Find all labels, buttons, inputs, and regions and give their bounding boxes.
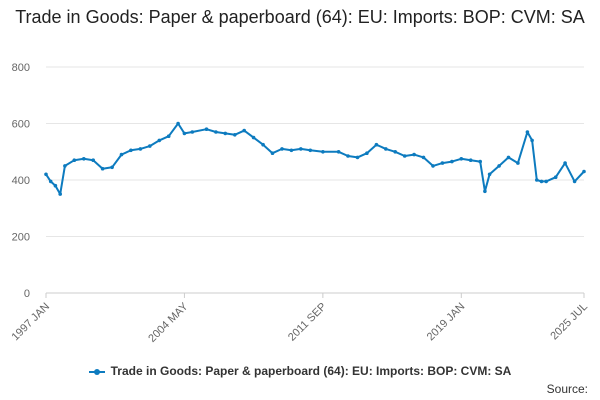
data-point[interactable] bbox=[336, 150, 341, 154]
data-point[interactable] bbox=[346, 154, 350, 158]
data-point[interactable] bbox=[412, 152, 416, 157]
data-point[interactable] bbox=[91, 158, 95, 162]
data-point[interactable] bbox=[539, 179, 544, 184]
data-point[interactable] bbox=[53, 183, 58, 188]
data-point[interactable] bbox=[440, 161, 445, 165]
source-label: Source: bbox=[546, 382, 588, 396]
data-point[interactable] bbox=[365, 151, 369, 155]
legend-label: Trade in Goods: Paper & paperboard (64):… bbox=[110, 364, 512, 378]
data-point[interactable] bbox=[48, 179, 53, 184]
data-point[interactable] bbox=[204, 127, 209, 131]
y-tick-label: 800 bbox=[12, 62, 30, 74]
data-point[interactable] bbox=[421, 155, 426, 160]
x-tick-label: 2025 JUL bbox=[548, 301, 590, 343]
data-point[interactable] bbox=[233, 133, 237, 137]
data-point[interactable] bbox=[148, 144, 152, 148]
data-point[interactable] bbox=[393, 150, 398, 154]
data-point[interactable] bbox=[138, 147, 143, 151]
data-point[interactable] bbox=[497, 164, 501, 168]
data-point[interactable] bbox=[553, 175, 558, 179]
data-point[interactable] bbox=[544, 179, 548, 184]
data-point[interactable] bbox=[525, 130, 530, 134]
series-layer bbox=[44, 121, 586, 196]
data-point[interactable] bbox=[176, 121, 180, 126]
data-point[interactable] bbox=[214, 130, 218, 134]
data-point[interactable] bbox=[299, 147, 303, 151]
data-point[interactable] bbox=[402, 154, 407, 158]
data-point[interactable] bbox=[289, 148, 294, 153]
x-tick-label: 2004 MAY bbox=[146, 300, 191, 345]
data-point[interactable] bbox=[63, 164, 67, 168]
y-axis-ticks: 0 200 400 600 800 bbox=[12, 62, 30, 300]
x-tick-label: 2019 JAN bbox=[425, 301, 468, 344]
series-line bbox=[45, 122, 585, 196]
x-tick-label: 1997 JAN bbox=[9, 301, 52, 344]
data-point[interactable] bbox=[321, 150, 325, 154]
data-point[interactable] bbox=[100, 166, 105, 171]
data-point[interactable] bbox=[563, 161, 567, 165]
y-tick-label: 200 bbox=[12, 232, 30, 244]
data-point[interactable] bbox=[516, 161, 520, 165]
data-point[interactable] bbox=[242, 128, 246, 133]
data-point[interactable] bbox=[468, 158, 473, 162]
data-point[interactable] bbox=[506, 155, 511, 160]
data-point[interactable] bbox=[182, 131, 187, 136]
data-point[interactable] bbox=[431, 164, 435, 168]
data-point[interactable] bbox=[384, 147, 388, 151]
data-point[interactable] bbox=[374, 142, 379, 147]
data-point[interactable] bbox=[450, 159, 454, 164]
data-point[interactable] bbox=[582, 169, 586, 174]
data-point[interactable] bbox=[72, 158, 77, 162]
data-point[interactable] bbox=[280, 147, 284, 151]
data-point[interactable] bbox=[119, 152, 124, 157]
gridlines bbox=[46, 66, 584, 294]
x-tick-label: 2011 SEP bbox=[286, 301, 329, 344]
y-tick-label: 400 bbox=[12, 175, 30, 187]
y-tick-label: 600 bbox=[12, 119, 30, 131]
data-point[interactable] bbox=[251, 135, 256, 140]
data-point[interactable] bbox=[487, 172, 492, 177]
data-point[interactable] bbox=[270, 151, 275, 155]
data-point[interactable] bbox=[459, 157, 464, 161]
legend[interactable]: Trade in Goods: Paper & paperboard (64):… bbox=[0, 364, 600, 378]
data-point[interactable] bbox=[110, 165, 114, 170]
data-point[interactable] bbox=[261, 142, 265, 147]
y-tick-label: 0 bbox=[24, 288, 30, 300]
data-point[interactable] bbox=[129, 148, 133, 153]
data-point[interactable] bbox=[82, 157, 86, 161]
data-point[interactable] bbox=[58, 192, 62, 196]
data-point[interactable] bbox=[572, 179, 577, 184]
legend-swatch bbox=[88, 367, 105, 377]
data-point[interactable] bbox=[44, 172, 48, 177]
data-point[interactable] bbox=[223, 131, 228, 136]
data-point[interactable] bbox=[478, 159, 483, 164]
data-point[interactable] bbox=[190, 130, 195, 134]
data-point[interactable] bbox=[530, 138, 534, 143]
data-point[interactable] bbox=[483, 189, 487, 194]
data-point[interactable] bbox=[535, 178, 539, 182]
data-point[interactable] bbox=[157, 138, 162, 143]
data-point[interactable] bbox=[355, 155, 360, 160]
data-point[interactable] bbox=[308, 148, 313, 153]
chart-title: Trade in Goods: Paper & paperboard (64):… bbox=[15, 7, 585, 27]
x-axis: 1997 JAN 2004 MAY 2011 SEP 2019 JAN 2025 JUL bbox=[9, 292, 590, 345]
data-point[interactable] bbox=[166, 134, 171, 138]
